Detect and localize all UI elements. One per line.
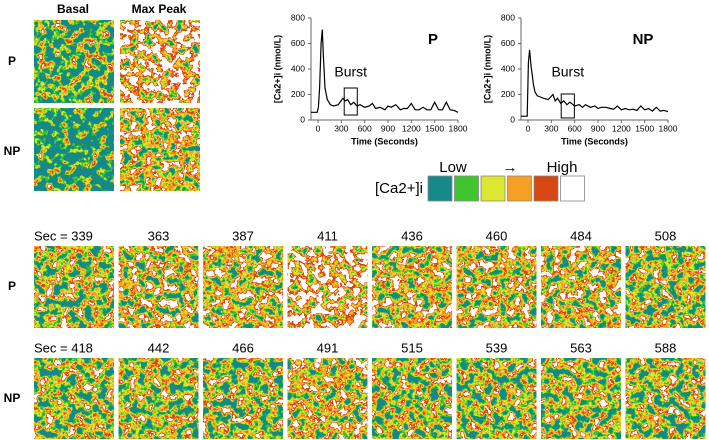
micrograph (625, 246, 706, 328)
x-tick-label: 600 (568, 123, 582, 133)
frame-time: 588 (655, 340, 677, 355)
x-tick-label: 600 (358, 123, 372, 133)
frame-time: 363 (148, 228, 170, 243)
legend-low: Low (439, 159, 467, 176)
micrograph (456, 246, 537, 328)
frame-time: Sec = 418 (34, 340, 93, 355)
x-tick-label: 1800 (659, 123, 678, 133)
micrograph (203, 358, 283, 439)
trace (311, 29, 459, 113)
row-label: NP (4, 391, 21, 405)
frame-time: 387 (232, 228, 254, 243)
x-tick-label: 300 (334, 123, 348, 133)
frame-time: 466 (232, 340, 254, 355)
y-tick-label: 400 (291, 63, 305, 73)
frame-time: 460 (486, 228, 508, 243)
y-tick-label: 600 (501, 38, 515, 48)
row-label: P (8, 54, 16, 68)
micrograph (287, 246, 368, 328)
x-tick-label: 1500 (425, 123, 444, 133)
color-swatch (560, 175, 585, 202)
micrograph (541, 358, 621, 439)
color-swatch (533, 175, 559, 202)
micrograph (625, 358, 706, 439)
x-tick-label: 1200 (402, 123, 421, 133)
micrograph (456, 358, 537, 439)
x-tick-label: 900 (381, 123, 395, 133)
y-tick-label: 800 (501, 12, 515, 22)
frame-time: 491 (317, 340, 339, 355)
column-label: Max Peak (132, 2, 187, 16)
frame-time: 442 (148, 340, 170, 355)
x-tick-label: 1800 (449, 123, 468, 133)
micrograph (34, 108, 114, 191)
frame-time: 484 (570, 228, 592, 243)
legend-label: [Ca2+]i (375, 180, 423, 197)
burst-label: Burst (334, 64, 367, 80)
x-tick-label: 1500 (635, 123, 654, 133)
micrograph (34, 246, 114, 328)
y-tick-label: 0 (300, 114, 305, 124)
x-tick-label: 0 (316, 123, 321, 133)
micrograph (541, 246, 621, 328)
burst-box (560, 93, 575, 119)
frame-time: 411 (317, 228, 338, 243)
y-tick-label: 0 (510, 114, 515, 124)
y-tick-label: 800 (291, 12, 305, 22)
x-tick-label: 900 (591, 123, 605, 133)
x-tick-label: 0 (526, 123, 531, 133)
x-axis-label: Time (Seconds) (561, 136, 628, 146)
row-label: P (8, 279, 16, 293)
micrograph (118, 246, 199, 328)
frame-time: 515 (401, 340, 423, 355)
legend-high: High (547, 159, 578, 176)
frame-time: Sec = 339 (34, 228, 93, 243)
x-tick-label: 300 (544, 123, 558, 133)
y-tick-label: 400 (501, 63, 515, 73)
color-swatch (427, 175, 453, 202)
micrograph (120, 108, 200, 191)
trace (521, 49, 669, 117)
y-axis-label: [Ca2+]i (nmol/L) (272, 35, 282, 103)
y-tick-label: 600 (291, 38, 305, 48)
color-swatch (480, 175, 506, 202)
micrograph (203, 246, 283, 328)
y-tick-label: 200 (291, 89, 305, 99)
micrograph (120, 20, 200, 103)
frame-time: 508 (655, 228, 677, 243)
micrograph (287, 358, 368, 439)
color-swatch (454, 175, 479, 202)
chart-title: P (428, 31, 438, 48)
column-label: Basal (57, 2, 89, 16)
color-swatch (507, 175, 532, 202)
frame-time: 436 (401, 228, 423, 243)
micrograph (372, 246, 452, 328)
micrograph (34, 358, 114, 439)
y-tick-label: 200 (501, 89, 515, 99)
legend-arrow: → (503, 159, 518, 176)
y-axis-label: [Ca2+]i (nmol/L) (482, 35, 492, 103)
frame-time: 563 (570, 340, 592, 355)
x-axis-label: Time (Seconds) (351, 136, 418, 146)
row-label: NP (4, 144, 21, 158)
micrograph (118, 358, 199, 439)
frame-time: 539 (486, 340, 508, 355)
burst-label: Burst (551, 64, 584, 80)
micrograph (34, 20, 114, 103)
burst-box (343, 87, 358, 116)
micrograph (372, 358, 452, 439)
chart-title: NP (633, 31, 654, 48)
x-tick-label: 1200 (612, 123, 631, 133)
